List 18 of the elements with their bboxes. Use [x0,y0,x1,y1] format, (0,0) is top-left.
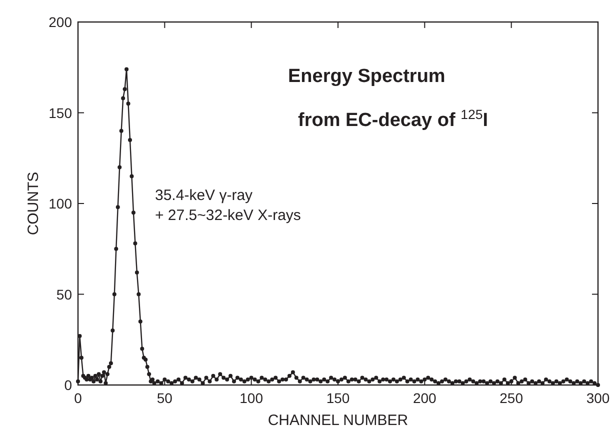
y-axis-title: COUNTS [25,172,42,236]
text: from EC-decay of $^{125}$I [298,106,488,131]
x-tick-label: 150 [326,390,350,406]
x-tick-label: 300 [586,390,610,406]
x-tick-label: 50 [156,390,173,406]
y-tick-label: 200 [48,14,72,30]
y-tick-label: 50 [56,286,72,302]
x-tick-label: 250 [500,390,524,406]
x-tick-label: 0 [74,390,82,406]
y-tick-label: 150 [48,104,72,121]
x-tick-label: 100 [240,390,264,406]
x-tick-label: 200 [412,390,437,406]
x-axis-title: CHANNEL NUMBER [268,412,408,429]
annotation: + 27.5~32-keV X-rays [155,207,301,224]
y-tick-label: 0 [64,377,72,393]
y-tick-label: 100 [48,196,72,212]
annotation: 35.4-keV γ-ray [155,187,254,204]
text: Energy Spectrum [288,66,446,87]
